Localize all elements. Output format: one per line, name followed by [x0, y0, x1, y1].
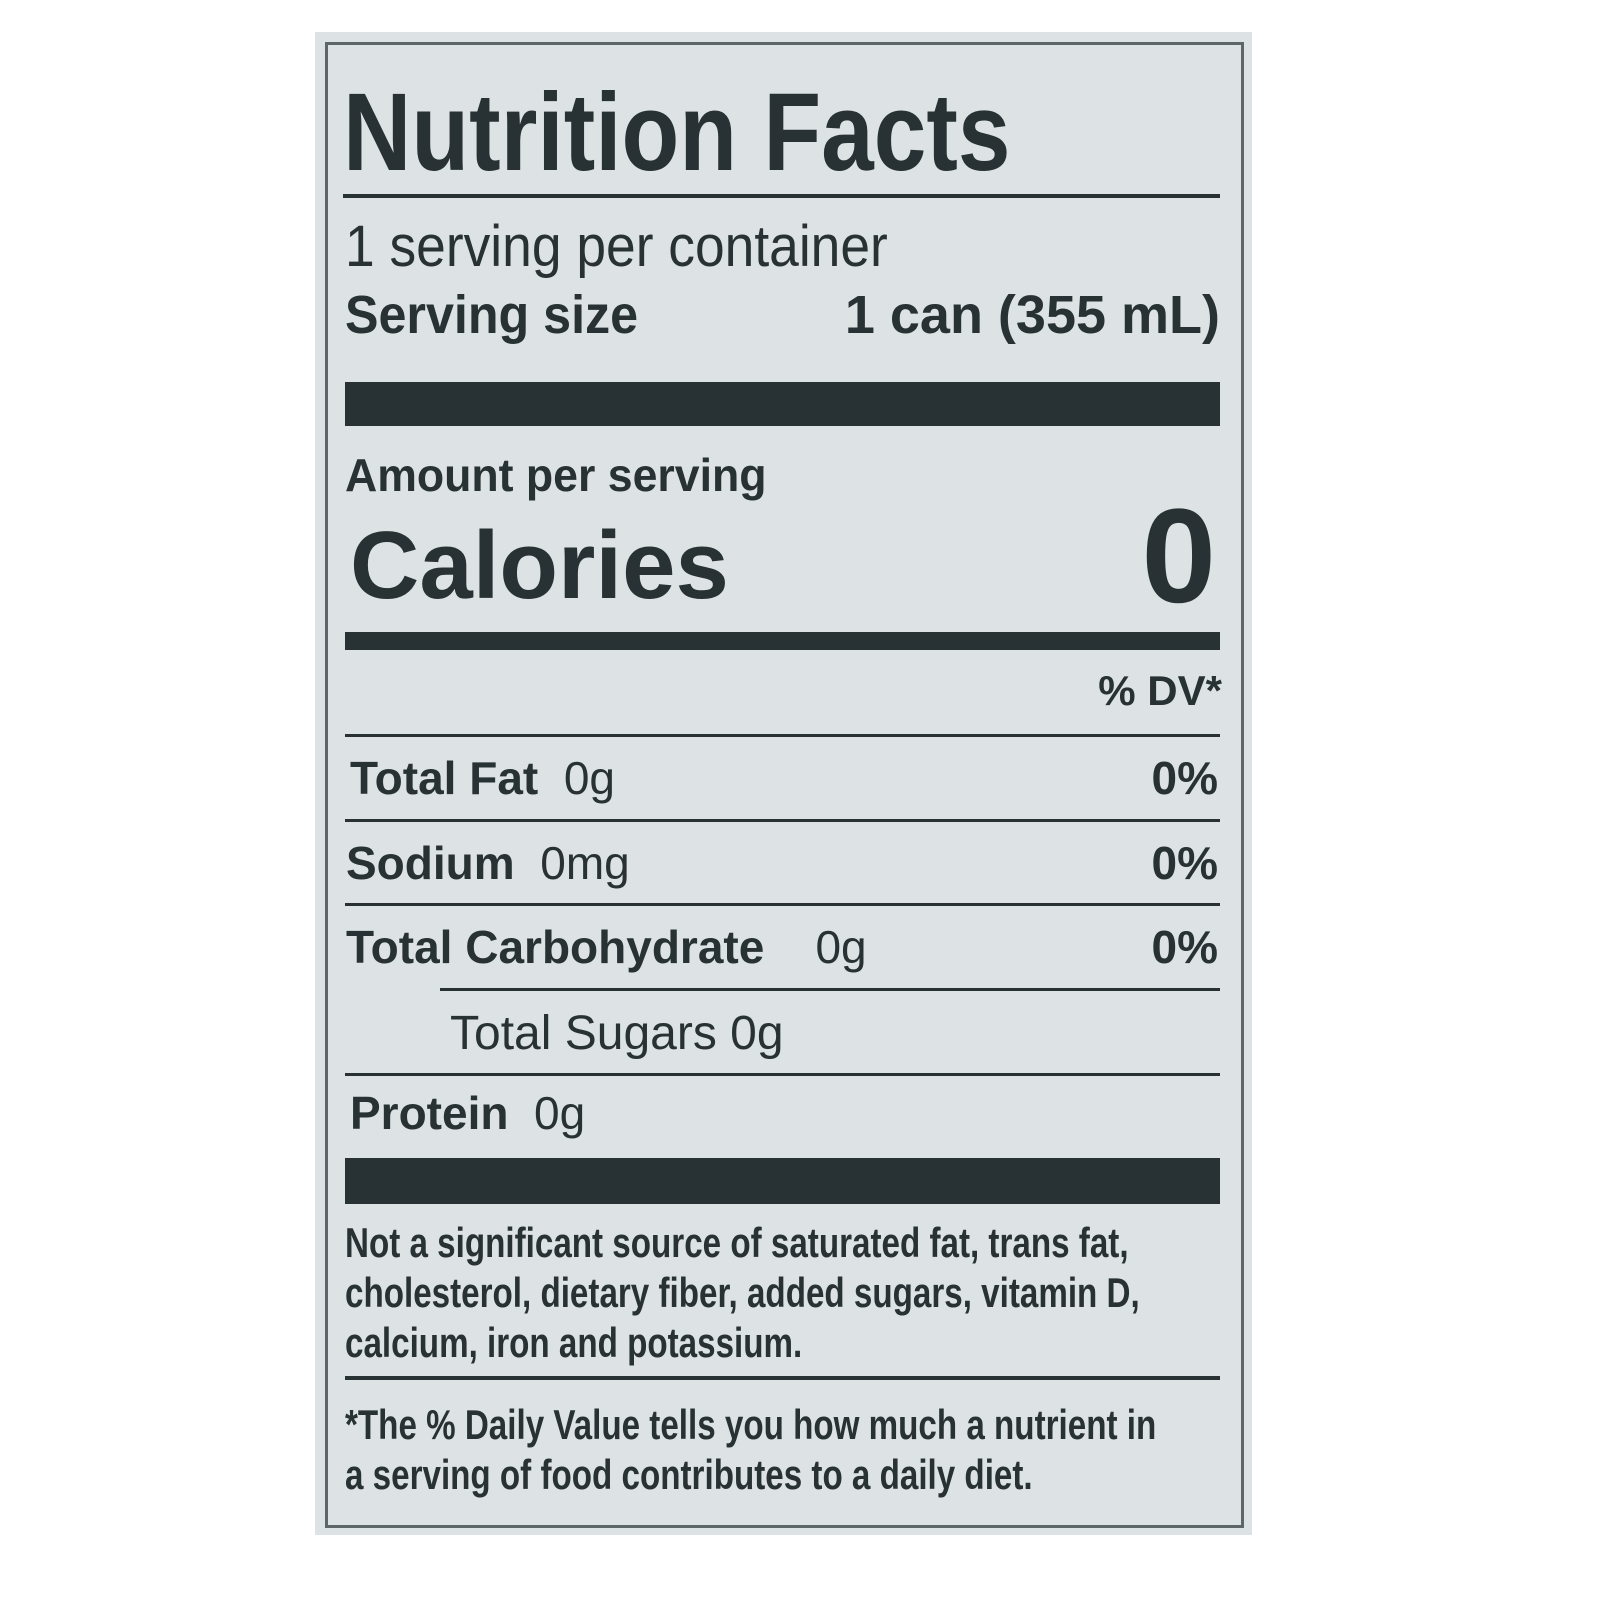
divider: [345, 903, 1220, 906]
thick-divider: [345, 382, 1220, 426]
nutrient-amount: 0g: [534, 1087, 586, 1139]
divider: [345, 734, 1220, 737]
footnote-line: Not a significant source of saturated fa…: [345, 1219, 1129, 1266]
nutrient-row-protein: Protein 0g: [350, 1090, 585, 1136]
divider: [343, 194, 1220, 198]
footnote-line: cholesterol, dietary fiber, added sugars…: [345, 1269, 1140, 1316]
calories-value: 0: [1141, 482, 1216, 631]
serving-size-value: 1 can (355 mL): [844, 285, 1220, 345]
divider: [345, 1073, 1220, 1076]
dv-note-line: *The % Daily Value tells you how much a …: [345, 1401, 1157, 1448]
nutrient-amount: 0mg: [540, 837, 630, 889]
indented-divider: [440, 988, 1220, 991]
calories-label: Calories: [350, 512, 729, 619]
nutrient-dv: 0%: [1151, 752, 1218, 804]
nutrient-name: Sodium: [346, 837, 515, 889]
divider: [345, 1376, 1220, 1380]
nutrient-amount: 0g: [815, 921, 867, 973]
nutrient-name: Total Carbohydrate: [346, 921, 765, 973]
nutrient-name: Total Fat: [350, 752, 539, 804]
medium-divider: [345, 632, 1220, 650]
dv-note-line: a serving of food contributes to a daily…: [345, 1451, 1033, 1498]
nutrient-name: Protein: [350, 1087, 509, 1139]
thick-divider: [345, 1158, 1220, 1204]
label-title: Nutrition Facts: [343, 71, 1011, 194]
label-border: [325, 42, 1244, 1528]
nutrient-row-total-sugars: Total Sugars 0g: [450, 1007, 784, 1060]
divider: [345, 819, 1220, 822]
nutrient-amount: 0g: [563, 752, 615, 804]
dv-header: % DV*: [1098, 667, 1222, 714]
nutrient-dv: 0%: [1151, 921, 1218, 973]
footnote-line: calcium, iron and potassium.: [345, 1319, 803, 1366]
servings-per-container: 1 serving per container: [345, 214, 888, 279]
nutrition-label-panel: [315, 32, 1252, 1535]
amount-per-serving: Amount per serving: [345, 449, 767, 501]
serving-size-label: Serving size: [345, 285, 639, 345]
nutrient-dv: 0%: [1151, 837, 1218, 889]
